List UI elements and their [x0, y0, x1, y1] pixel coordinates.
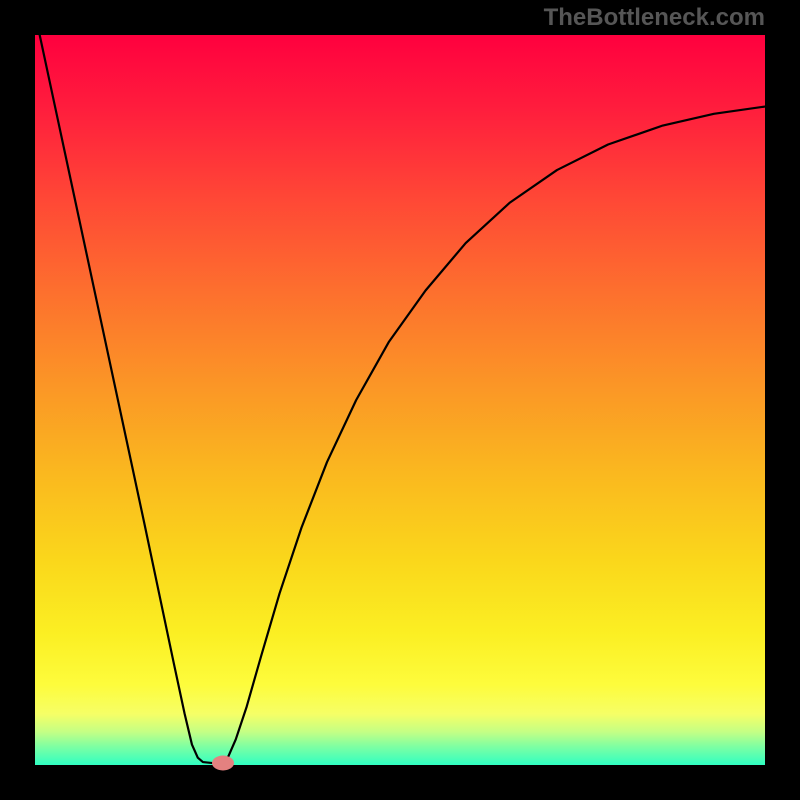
- optimum-marker: [212, 755, 234, 770]
- watermark-label: TheBottleneck.com: [544, 4, 765, 32]
- chart-svg: [35, 35, 765, 765]
- chart-frame: TheBottleneck.com: [0, 0, 800, 800]
- gradient-background: [35, 35, 765, 765]
- plot-area: [35, 35, 765, 765]
